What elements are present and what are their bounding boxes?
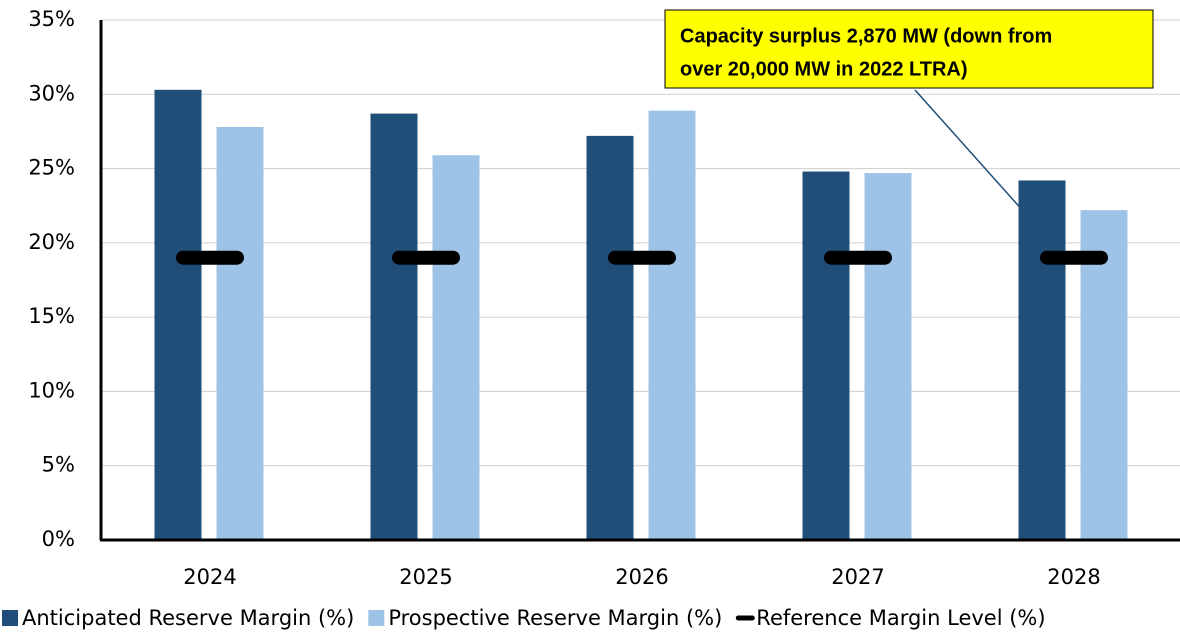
legend-label: Anticipated Reserve Margin (%)	[22, 606, 354, 630]
bar	[216, 126, 264, 540]
y-tick-label: 35%	[28, 7, 75, 31]
legend-label: Reference Margin Level (%)	[756, 606, 1045, 630]
bar	[432, 155, 480, 540]
annotation-text: Capacity surplus 2,870 MW (down from	[680, 25, 1052, 47]
x-tick-label: 2024	[183, 565, 236, 589]
annotation-box	[664, 9, 1154, 89]
bar	[370, 113, 418, 540]
y-tick-label: 20%	[28, 230, 75, 254]
x-tick-label: 2026	[615, 565, 668, 589]
legend-label: Prospective Reserve Margin (%)	[388, 606, 722, 630]
bar	[1018, 180, 1066, 540]
bar	[648, 110, 696, 540]
annotation-text: over 20,000 MW in 2022 LTRA)	[680, 58, 968, 80]
annotation-arrow	[1024, 213, 1036, 226]
bar	[802, 171, 850, 541]
bar	[1080, 210, 1128, 540]
y-tick-label: 30%	[28, 81, 75, 105]
annotation-leader	[914, 89, 1034, 223]
bar	[586, 135, 634, 540]
y-tick-label: 15%	[28, 304, 75, 328]
bar	[154, 89, 202, 540]
y-tick-label: 0%	[42, 527, 75, 551]
y-tick-label: 10%	[28, 378, 75, 402]
y-tick-label: 25%	[28, 156, 75, 180]
x-tick-label: 2027	[831, 565, 884, 589]
x-tick-label: 2025	[399, 565, 452, 589]
bar	[864, 173, 912, 540]
y-tick-label: 5%	[42, 453, 75, 477]
legend-swatch	[368, 610, 385, 626]
legend-swatch	[2, 610, 18, 626]
x-tick-label: 2028	[1047, 565, 1100, 589]
